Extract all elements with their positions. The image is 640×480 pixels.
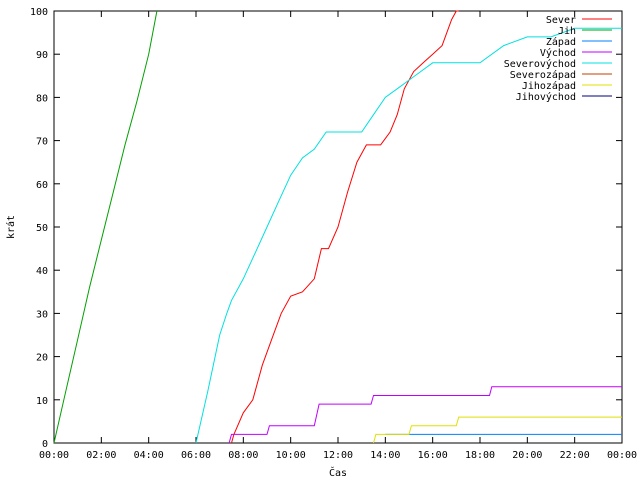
legend-label: Severozápad	[510, 69, 576, 81]
y-tick-label: 10	[36, 396, 48, 407]
series-line-jih	[53, 10, 158, 444]
x-tick-label: 20:00	[512, 450, 542, 461]
legend-label: Sever	[546, 15, 576, 26]
y-axis-label: krát	[5, 215, 17, 239]
legend-label: Jihozápad	[522, 80, 576, 92]
x-tick-label: 22:00	[560, 450, 590, 461]
x-tick-label: 00:00	[607, 450, 637, 461]
x-tick-label: 10:00	[276, 450, 306, 461]
x-tick-label: 02:00	[86, 450, 116, 461]
y-tick-label: 60	[36, 180, 48, 191]
x-tick-label: 16:00	[418, 450, 448, 461]
legend-label: Jihovýchod	[516, 91, 576, 103]
series-lines	[53, 10, 622, 444]
y-tick-label: 100	[30, 7, 48, 18]
y-tick-label: 20	[36, 353, 48, 364]
y-tick-label: 80	[36, 93, 48, 104]
legend-label: Jih	[558, 26, 576, 37]
x-tick-label: 08:00	[228, 450, 258, 461]
legend-label: Severovýchod	[504, 58, 576, 70]
y-tick-label: 30	[36, 309, 48, 320]
series-line-severovýchod	[195, 27, 622, 444]
y-tick-label: 0	[42, 439, 48, 450]
x-tick-label: 00:00	[39, 450, 69, 461]
y-tick-label: 70	[36, 137, 48, 148]
x-tick-label: 12:00	[323, 450, 353, 461]
series-line-jihozápad	[373, 416, 622, 444]
series-line-východ	[228, 386, 622, 444]
x-tick-label: 18:00	[465, 450, 495, 461]
legend-label: Západ	[546, 36, 576, 48]
x-axis-label: Čas	[329, 466, 347, 479]
legend-label: Východ	[540, 47, 576, 59]
x-tick-label: 04:00	[134, 450, 164, 461]
y-tick-label: 90	[36, 50, 48, 61]
y-tick-label: 50	[36, 223, 48, 234]
x-tick-label: 14:00	[370, 450, 400, 461]
axis-ticks: 0 10 20 30 40 50 60 70 80 90 100 00:00 02:00 04:00 06:…	[30, 7, 637, 461]
x-tick-label: 06:00	[181, 450, 211, 461]
series-line-sever	[231, 10, 459, 444]
legend: SeverJihZápadVýchodSeverovýchodSeverozáp…	[504, 15, 612, 103]
y-tick-label: 40	[36, 266, 48, 277]
